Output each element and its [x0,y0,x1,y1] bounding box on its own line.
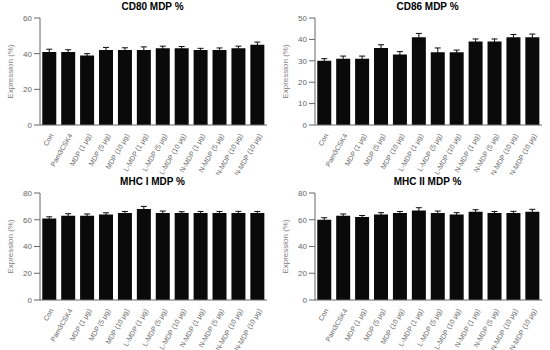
svg-text:Pam3CSK4: Pam3CSK4 [324,307,349,343]
svg-text:Pam3CSK4: Pam3CSK4 [49,132,74,168]
svg-text:L-MDP (1 μg): L-MDP (1 μg) [122,307,150,348]
svg-text:L-MDP (5 μg): L-MDP (5 μg) [416,307,444,348]
svg-text:N-MDP (5 μg): N-MDP (5 μg) [197,307,225,349]
svg-text:Expression (%): Expression (%) [8,219,15,274]
svg-text:Con: Con [317,307,330,322]
svg-text:L-MDP (1 μg): L-MDP (1 μg) [397,132,425,173]
svg-text:40: 40 [298,35,307,44]
svg-text:20: 20 [298,269,307,278]
svg-text:30: 30 [298,57,307,66]
html-text:MHC I MDP %: MHC I MDP % [120,176,185,187]
svg-text:N-MDP (5 μg): N-MDP (5 μg) [472,132,500,174]
svg-text:20: 20 [298,78,307,87]
svg-text:Pam3CSK4: Pam3CSK4 [49,307,74,343]
svg-text:N-MDP (1 μg): N-MDP (1 μg) [178,307,206,349]
html-text:CD86 MDP %: CD86 MDP % [396,1,459,12]
svg-text:MDP (10 μg): MDP (10 μg) [379,307,406,346]
svg-text:60: 60 [298,216,307,225]
svg-text:40: 40 [23,242,32,251]
svg-text:MDP (10 μg): MDP (10 μg) [104,307,131,346]
svg-text:MDP (5 μg): MDP (5 μg) [87,307,112,342]
svg-text:N-MDP (1 μg): N-MDP (1 μg) [453,307,481,349]
svg-text:Expression (%): Expression (%) [8,44,15,99]
svg-text:Con: Con [317,132,330,147]
svg-text:40: 40 [23,50,32,59]
html-text:CD80 MDP %: CD80 MDP % [121,1,184,12]
svg-text:MDP (10 μg): MDP (10 μg) [379,132,406,171]
svg-text:N-MDP (5 μg): N-MDP (5 μg) [197,132,225,174]
svg-text:N-MDP (1 μg): N-MDP (1 μg) [178,132,206,174]
svg-text:MDP (1 μg): MDP (1 μg) [343,307,368,342]
html-text:MHC II MDP %: MHC II MDP % [393,176,462,187]
svg-text:60: 60 [23,216,32,225]
svg-text:0: 0 [303,296,308,305]
svg-text:Con: Con [42,307,55,322]
svg-text:N-MDP (10 μg): N-MDP (10 μg) [508,307,538,350]
svg-text:N-MDP (10 μg): N-MDP (10 μg) [508,132,538,175]
svg-text:Expression (%): Expression (%) [281,44,290,99]
svg-text:0: 0 [28,296,33,305]
svg-text:MDP (1 μg): MDP (1 μg) [343,132,368,167]
svg-text:80: 80 [23,189,32,198]
svg-text:L-MDP (1 μg): L-MDP (1 μg) [397,307,425,348]
svg-text:50: 50 [298,14,307,23]
svg-text:N-MDP (5 μg): N-MDP (5 μg) [472,307,500,349]
svg-text:0: 0 [303,121,308,130]
svg-text:Pam3CSK4: Pam3CSK4 [324,132,349,168]
svg-text:20: 20 [23,85,32,94]
svg-text:60: 60 [23,14,32,23]
svg-text:MDP (5 μg): MDP (5 μg) [87,132,112,167]
svg-text:0: 0 [28,121,33,130]
svg-text:Expression (%): Expression (%) [281,219,290,274]
svg-text:L-MDP (1 μg): L-MDP (1 μg) [122,132,150,173]
svg-text:10: 10 [298,99,307,108]
svg-text:N-MDP (10 μg): N-MDP (10 μg) [233,307,263,350]
svg-text:40: 40 [298,242,307,251]
svg-text:L-MDP (5 μg): L-MDP (5 μg) [416,132,444,173]
svg-text:N-MDP (10 μg): N-MDP (10 μg) [233,132,263,175]
svg-text:MDP (10 μg): MDP (10 μg) [104,132,131,171]
svg-text:Con: Con [42,132,55,147]
svg-text:MDP (5 μg): MDP (5 μg) [362,307,387,342]
svg-text:80: 80 [298,189,307,198]
svg-text:N-MDP (1 μg): N-MDP (1 μg) [453,132,481,174]
svg-text:L-MDP (5 μg): L-MDP (5 μg) [141,132,169,173]
svg-text:MDP (1 μg): MDP (1 μg) [68,307,93,342]
svg-text:20: 20 [23,269,32,278]
svg-text:L-MDP (5 μg): L-MDP (5 μg) [141,307,169,348]
svg-text:MDP (1 μg): MDP (1 μg) [68,132,93,167]
svg-text:MDP (5 μg): MDP (5 μg) [362,132,387,167]
